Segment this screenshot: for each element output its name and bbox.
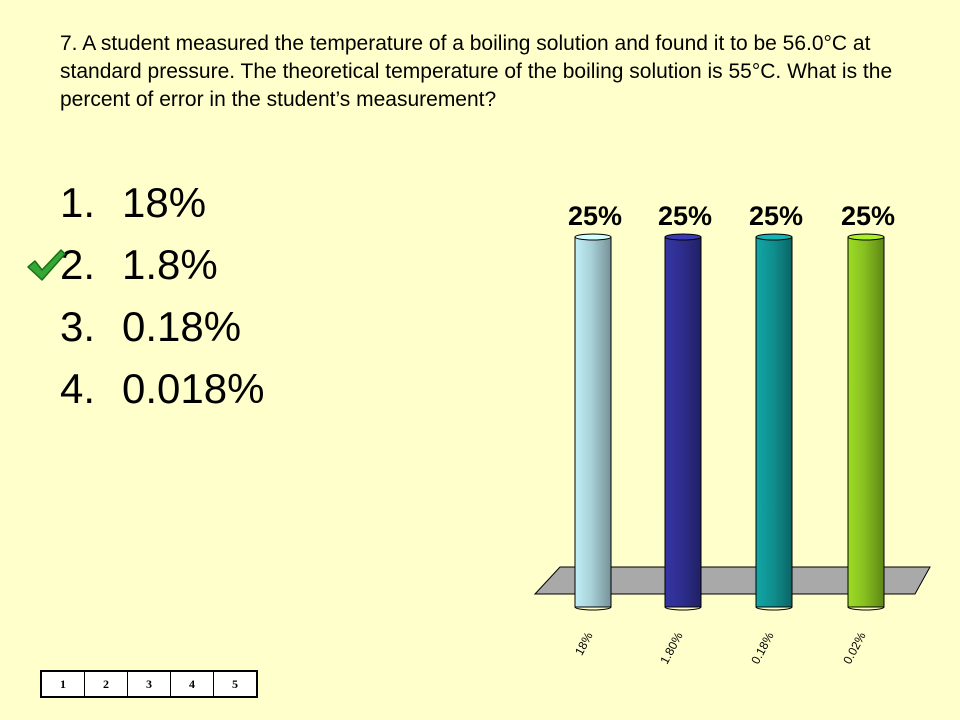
category-label-1: 18%: [572, 630, 596, 658]
answer-text: 18%: [122, 179, 207, 226]
answer-text: 0.18%: [122, 303, 242, 350]
category-label-2: 1.80%: [657, 630, 685, 667]
data-label-4: 25%: [841, 201, 895, 231]
bar-2: [664, 236, 702, 608]
answer-number: 3.: [60, 303, 96, 350]
answer-text: 0.018%: [122, 365, 265, 412]
response-bar-chart: 25% 18% 25% 1.80% 25% 0.18% 25% 0.02%: [533, 201, 931, 667]
pager-cell-2[interactable]: 2: [85, 672, 128, 696]
data-label-1: 25%: [568, 201, 622, 231]
bar-base-3: [755, 606, 793, 611]
pager-cell-3[interactable]: 3: [128, 672, 171, 696]
pager-cell-5[interactable]: 5: [232, 676, 238, 691]
answer-number: 2.: [60, 241, 96, 288]
data-label-2: 25%: [658, 201, 712, 231]
pager-cell-4[interactable]: 4: [171, 672, 214, 696]
answer-number: 1.: [60, 179, 96, 226]
checkmark-icon: [27, 249, 66, 281]
category-label-3: 0.18%: [748, 630, 776, 667]
answer-option-1[interactable]: 1. 18%: [60, 172, 264, 234]
answer-number: 4.: [60, 365, 96, 412]
bar-base-2: [664, 606, 702, 611]
pager-cell-1[interactable]: 1: [42, 672, 85, 696]
answer-text: 1.8%: [122, 241, 218, 288]
bar-top-1: [574, 233, 612, 241]
category-label-4: 0.02%: [840, 630, 868, 667]
bar-3: [755, 236, 793, 608]
bar-1: [574, 236, 612, 608]
bar-top-4: [847, 233, 885, 241]
answer-list: 1. 18% 2. 1.8% 3. 0.18% 4. 0.018%: [27, 172, 264, 420]
bar-top-3: [755, 233, 793, 241]
pager: 1 2 3 4 5: [40, 670, 258, 698]
bar-top-2: [664, 233, 702, 241]
bar-4: [847, 236, 885, 608]
answer-option-2[interactable]: 2. 1.8%: [27, 234, 264, 296]
bar-base-4: [847, 606, 885, 611]
data-label-3: 25%: [749, 201, 803, 231]
question-text: 7. A student measured the temperature of…: [60, 32, 893, 111]
answer-option-3[interactable]: 3. 0.18%: [60, 296, 264, 358]
bar-base-1: [574, 606, 612, 611]
answer-option-4[interactable]: 4. 0.018%: [60, 358, 264, 420]
